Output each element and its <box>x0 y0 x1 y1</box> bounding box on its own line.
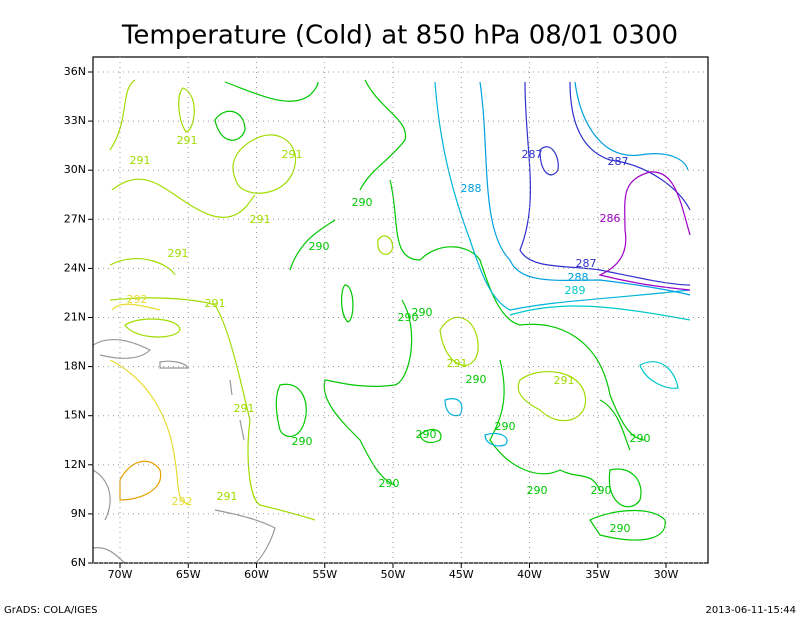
contour-line <box>509 305 691 389</box>
contour-line <box>489 359 631 491</box>
contour-label: 290 <box>416 428 437 441</box>
contour-line <box>224 79 407 191</box>
contour-line <box>539 146 559 176</box>
contour-label: 290 <box>379 477 400 490</box>
contour-label: 286 <box>600 212 621 225</box>
contour-line <box>598 171 691 291</box>
contour-label: 291 <box>177 134 198 147</box>
y-tick-label: 18N <box>64 360 86 373</box>
contour-label: 290 <box>610 522 631 535</box>
contour-line <box>109 258 316 521</box>
contour-line <box>214 110 246 141</box>
y-tick-label: 27N <box>64 212 86 225</box>
x-tick-label: 65W <box>176 568 201 581</box>
contour-label: 287 <box>522 148 543 161</box>
contour-line <box>119 460 162 501</box>
contour-label: 291 <box>250 213 271 226</box>
coastline <box>92 338 276 564</box>
y-tick-label: 36N <box>64 65 86 78</box>
y-tick-label: 12N <box>64 458 86 471</box>
contour-label: 292 <box>127 293 148 306</box>
y-tick-label: 6N <box>71 556 86 569</box>
contour-label: 290 <box>352 196 373 209</box>
contour-label: 291 <box>205 297 226 310</box>
contour-label: 290 <box>466 373 487 386</box>
contour-label: 291 <box>447 357 468 370</box>
contour-line <box>341 284 354 323</box>
x-tick-label: 55W <box>312 568 337 581</box>
contour-line <box>589 468 666 541</box>
contour-line <box>232 134 297 194</box>
contour-line <box>124 318 181 338</box>
footer-right: 2013-06-11-15:44 <box>705 605 796 616</box>
contour-label: 288 <box>568 271 589 284</box>
contour-line <box>377 235 394 255</box>
contour-line <box>419 428 442 444</box>
contour-label: 291 <box>130 154 151 167</box>
contour-label: 291 <box>234 402 255 415</box>
x-tick-label: 40W <box>517 568 542 581</box>
contour-label: 292 <box>172 495 193 508</box>
contour-label: 290 <box>591 484 612 497</box>
contour-label: 289 <box>565 284 586 297</box>
contour-line <box>289 179 646 441</box>
contour-line <box>178 87 195 133</box>
contour-line <box>109 303 191 506</box>
y-tick-label: 15N <box>64 409 86 422</box>
contour-line <box>479 81 691 296</box>
contour-label: 290 <box>527 484 548 497</box>
contour-label: 291 <box>168 247 189 260</box>
contour-label: 287 <box>608 155 629 168</box>
contour-label: 290 <box>495 420 516 433</box>
x-tick-label: 45W <box>449 568 474 581</box>
contour-label: 291 <box>554 374 575 387</box>
contour-line <box>519 81 691 286</box>
map-title: Temperature (Cold) at 850 hPa 08/01 0300 <box>121 21 678 51</box>
x-tick-label: 35W <box>585 568 610 581</box>
contour-label: 287 <box>576 257 597 270</box>
y-tick-label: 21N <box>64 311 86 324</box>
contour-label: 290 <box>292 435 313 448</box>
contour-label: 290 <box>398 311 419 324</box>
y-tick-label: 30N <box>64 163 86 176</box>
contour-line <box>517 371 587 422</box>
contour-label: 290 <box>412 306 433 319</box>
contours <box>92 79 691 564</box>
contour-line <box>439 317 479 366</box>
contour-label: 291 <box>282 148 303 161</box>
y-tick-label: 33N <box>64 114 86 127</box>
plot-frame <box>92 56 709 564</box>
x-tick-label: 60W <box>244 568 269 581</box>
contour-line <box>109 79 256 218</box>
contour-line <box>323 299 413 486</box>
x-tick-label: 30W <box>654 568 679 581</box>
y-tick-label: 24N <box>64 261 86 274</box>
y-tick-label: 9N <box>71 507 86 520</box>
x-tick-label: 70W <box>108 568 133 581</box>
contour-line <box>275 383 307 438</box>
contour-label: 290 <box>630 432 651 445</box>
contour-line <box>444 398 508 447</box>
contour-label: 290 <box>309 240 330 253</box>
contour-label: 288 <box>461 182 482 195</box>
contour-label: 291 <box>217 490 238 503</box>
contour-line <box>434 81 691 311</box>
x-tick-label: 50W <box>381 568 406 581</box>
footer-left: GrADS: COLA/IGES <box>4 605 98 616</box>
